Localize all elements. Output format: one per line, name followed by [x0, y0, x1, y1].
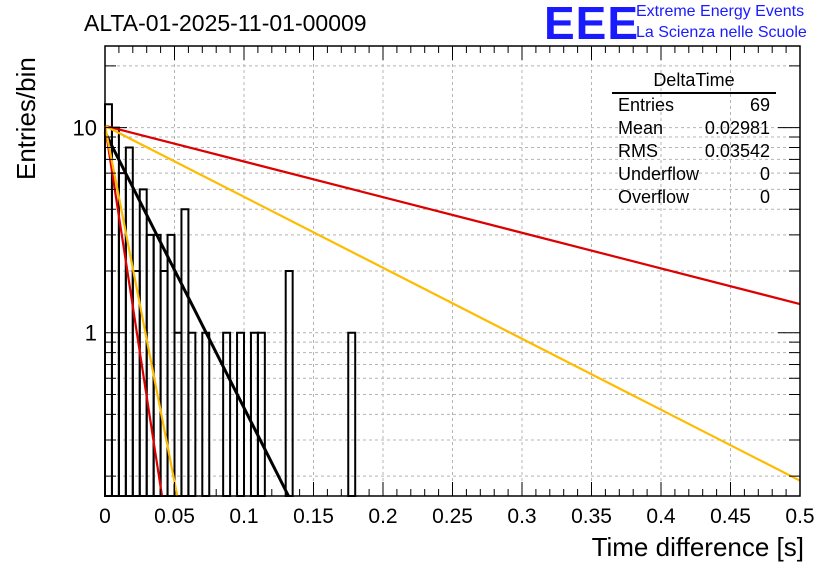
- x-tick-label: 0.2: [368, 505, 397, 528]
- stats-row-overflow: Overflow 0: [612, 186, 780, 209]
- stats-label: Overflow: [618, 187, 690, 207]
- stats-label: Underflow: [618, 164, 700, 184]
- stats-label: RMS: [618, 141, 658, 161]
- stats-row-rms: RMS 0.03542: [612, 140, 780, 163]
- x-tick-label: 0.3: [507, 505, 536, 528]
- stats-row-mean: Mean 0.02981: [612, 117, 780, 140]
- stats-value: 0: [759, 187, 770, 207]
- y-axis-label: Entries/bin: [11, 57, 41, 180]
- histogram-bin: [152, 233, 162, 497]
- tick-labels: 0 0.05 0.1 0.15 0.2 0.25 0.3 0.35 0.4 0.45 0.5 1 10: [73, 116, 815, 528]
- x-axis-label: Time difference [s]: [591, 532, 804, 562]
- x-tick-label: 0.15: [293, 505, 334, 528]
- histogram-bin: [131, 270, 141, 497]
- stats-value: 0.02981: [704, 118, 770, 138]
- histogram-bin: [159, 270, 169, 497]
- stats-value: 69: [749, 95, 770, 115]
- fit-orange-steep: [103, 125, 179, 497]
- fit-red-shallow: [104, 124, 801, 306]
- x-tick-label: 0.05: [154, 505, 195, 528]
- stats-box: DeltaTime Entries 69 Mean 0.02981 RMS 0.…: [612, 70, 780, 209]
- x-tick-label: 0.1: [229, 505, 258, 528]
- fit-curves: [103, 124, 801, 497]
- stats-value: 0: [759, 164, 770, 184]
- chart-title: ALTA-01-2025-11-01-00009: [84, 10, 367, 36]
- stats-label: Entries: [618, 95, 675, 115]
- axis-ticks: [104, 46, 801, 496]
- stats-label: Mean: [618, 118, 664, 138]
- fit-orange-shallow: [104, 124, 801, 482]
- y-tick-label: 10: [73, 116, 97, 141]
- stats-row-entries: Entries 69: [612, 94, 780, 117]
- logo-line-1: Extreme Energy Events: [636, 3, 805, 20]
- histogram-bin: [124, 146, 134, 497]
- fit-red-steep: [103, 125, 164, 497]
- y-tick-label: 1: [85, 321, 97, 346]
- x-tick-label: 0.45: [710, 505, 751, 528]
- stats-value: 0.03542: [704, 141, 770, 161]
- stats-header: DeltaTime: [612, 70, 776, 94]
- x-tick-label: 0.25: [432, 505, 473, 528]
- x-tick-label: 0: [99, 505, 111, 528]
- x-tick-label: 0.35: [571, 505, 612, 528]
- histogram-bin: [284, 270, 294, 497]
- stats-row-underflow: Underflow 0: [612, 163, 780, 186]
- histogram: [104, 103, 357, 498]
- x-tick-label: 0.5: [785, 505, 814, 528]
- logo-line-2: La Scienza nelle Scuole: [636, 24, 807, 41]
- x-tick-label: 0.4: [646, 505, 676, 528]
- eee-logo: EEE: [544, 0, 640, 49]
- fit-black: [103, 131, 290, 497]
